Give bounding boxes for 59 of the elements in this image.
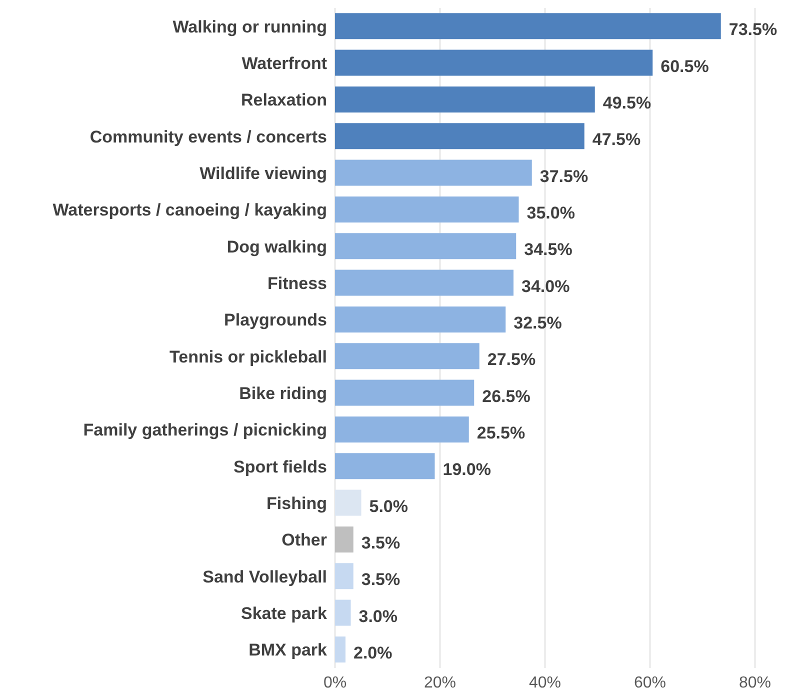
- y-tick-label: Other: [282, 530, 328, 550]
- data-label: 3.5%: [361, 570, 400, 590]
- bar: [335, 160, 532, 186]
- y-tick-label: Bike riding: [239, 384, 327, 404]
- data-label: 34.0%: [522, 276, 570, 296]
- data-label: 37.5%: [540, 166, 588, 186]
- x-tick-label: 80%: [738, 674, 772, 692]
- bar: [335, 416, 469, 442]
- y-tick-label: Sand Volleyball: [202, 567, 327, 586]
- bar: [335, 343, 480, 370]
- bar: [335, 50, 653, 76]
- data-label: 27.5%: [487, 350, 536, 370]
- data-label: 5.0%: [369, 496, 408, 516]
- y-tick-label: Walking or running: [172, 17, 327, 36]
- bar: [335, 233, 516, 260]
- y-tick-label: Tennis or pickleball: [170, 347, 327, 366]
- bar: [335, 270, 514, 296]
- data-label: 32.5%: [514, 313, 562, 332]
- y-tick-label: BMX park: [248, 640, 328, 660]
- bar: [335, 86, 595, 112]
- x-tick-label: 60%: [634, 674, 666, 692]
- y-tick-label: Relaxation: [241, 90, 327, 110]
- x-tick-label: 20%: [424, 674, 456, 692]
- data-label: 2.0%: [354, 643, 392, 662]
- bar: [335, 490, 362, 516]
- bar: [335, 196, 519, 222]
- bar: [335, 526, 354, 552]
- y-tick-label: Wildlife viewing: [200, 164, 327, 184]
- data-label: 60.5%: [660, 56, 709, 76]
- bar: [335, 600, 351, 626]
- x-tick-label: 0%: [323, 674, 347, 692]
- bar: [335, 563, 354, 590]
- y-tick-label: Fishing: [266, 494, 327, 514]
- data-label: 73.5%: [728, 20, 778, 40]
- data-label: 3.0%: [358, 606, 398, 626]
- data-label: 47.5%: [592, 130, 641, 150]
- data-label: 26.5%: [482, 386, 530, 406]
- y-tick-label: Dog walking: [226, 237, 327, 256]
- bar: [335, 306, 506, 332]
- data-label: 19.0%: [442, 460, 491, 480]
- data-label: 49.5%: [602, 93, 652, 112]
- data-label: 25.5%: [476, 423, 526, 442]
- bar: [335, 123, 584, 150]
- y-tick-label: Sport fields: [233, 457, 327, 476]
- y-tick-label: Fitness: [267, 274, 327, 294]
- y-tick-label: Family gatherings / picnicking: [83, 420, 327, 440]
- bar: [335, 13, 721, 40]
- y-tick-label: Community events / concerts: [90, 127, 327, 146]
- data-label: 34.5%: [524, 240, 572, 260]
- y-tick-label: Waterfront: [242, 54, 328, 74]
- y-tick-label: Watersports / canoeing / kayaking: [52, 200, 327, 220]
- y-tick-label: Skate park: [241, 604, 328, 624]
- data-label: 35.0%: [526, 203, 575, 222]
- x-tick-label: 40%: [528, 674, 562, 692]
- bar: [335, 636, 346, 662]
- bar: [335, 380, 474, 406]
- bar: [335, 453, 435, 480]
- y-tick-label: Playgrounds: [224, 310, 327, 330]
- data-label: 3.5%: [361, 533, 400, 552]
